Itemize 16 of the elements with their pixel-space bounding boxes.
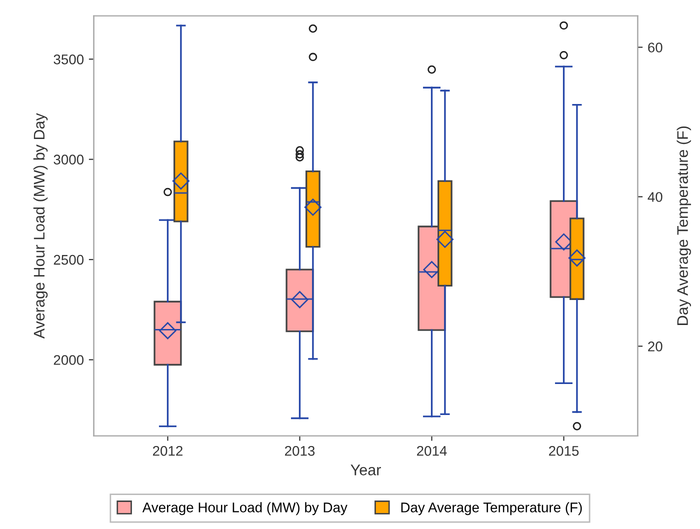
y-tick-label: 3500 xyxy=(54,54,84,64)
y2-tick-label: 20 xyxy=(648,342,662,352)
x-tick-label: 2015 xyxy=(549,446,579,456)
x-tick-label: 2014 xyxy=(417,446,447,456)
y-tick-label: 3000 xyxy=(54,154,84,165)
y-tick-label: 2500 xyxy=(54,254,84,265)
legend-label: Average Hour Load (MW) by Day xyxy=(142,502,348,516)
legend-label: Day Average Temperature (F) xyxy=(401,502,582,516)
y-axis-title: Average Hour Load (MW) by Day xyxy=(33,113,48,339)
y2-tick-label: 60 xyxy=(648,42,662,52)
x-tick-label: 2012 xyxy=(152,446,182,456)
y-tick-label: 2000 xyxy=(54,355,84,365)
x-tick-label: 2013 xyxy=(284,446,315,456)
x-axis-title: Year xyxy=(350,464,381,476)
y2-tick-label: 40 xyxy=(648,192,662,202)
y2-axis-title: Day Average Temperature (F) xyxy=(676,126,691,325)
